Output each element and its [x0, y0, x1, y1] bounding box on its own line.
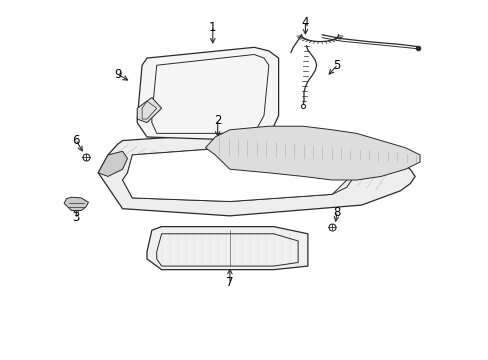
Polygon shape: [122, 148, 351, 202]
Text: 9: 9: [114, 68, 121, 81]
Polygon shape: [98, 151, 127, 176]
Polygon shape: [205, 126, 419, 180]
Polygon shape: [64, 197, 88, 211]
Polygon shape: [147, 226, 307, 270]
Polygon shape: [137, 98, 161, 123]
Text: 4: 4: [301, 16, 308, 29]
Polygon shape: [137, 47, 278, 140]
Text: 3: 3: [72, 211, 80, 224]
Text: 7: 7: [225, 276, 233, 289]
Polygon shape: [98, 134, 414, 216]
Text: 8: 8: [333, 206, 340, 219]
Text: 5: 5: [333, 59, 340, 72]
Text: 6: 6: [72, 134, 80, 147]
Text: 2: 2: [213, 114, 221, 127]
Text: 1: 1: [209, 21, 216, 34]
